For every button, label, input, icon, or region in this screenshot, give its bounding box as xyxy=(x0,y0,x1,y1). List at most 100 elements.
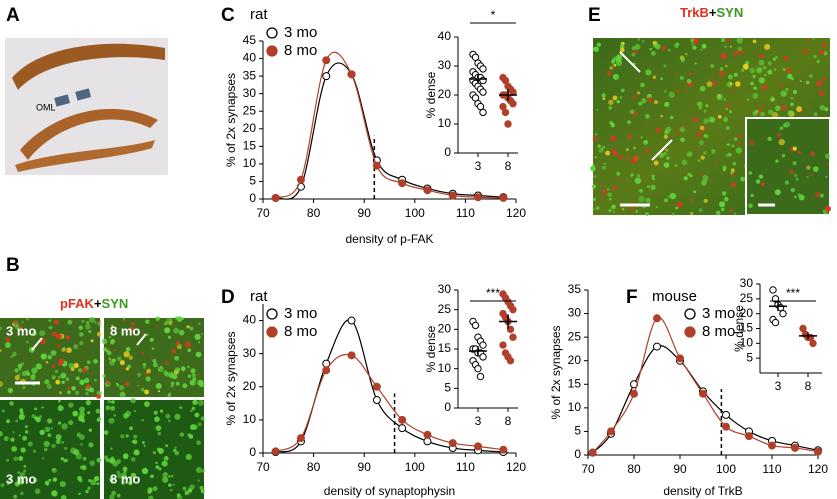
punctum xyxy=(698,208,703,212)
punctum xyxy=(635,210,638,213)
punctum xyxy=(729,82,733,85)
punctum xyxy=(61,380,65,384)
punctum xyxy=(669,192,677,200)
punctum xyxy=(703,150,707,155)
series-line xyxy=(275,62,504,200)
punctum xyxy=(748,171,753,175)
punctum xyxy=(89,460,96,467)
punctum xyxy=(608,209,612,212)
punctum xyxy=(86,321,90,325)
punctum xyxy=(192,376,197,382)
punctum xyxy=(68,402,74,408)
punctum xyxy=(50,427,53,430)
punctum xyxy=(594,133,598,136)
punctum xyxy=(5,458,10,463)
punctum xyxy=(96,482,100,486)
punctum xyxy=(81,319,85,323)
punctum xyxy=(772,57,776,61)
chart-title: rat xyxy=(250,6,268,23)
significance-label: * xyxy=(491,8,496,22)
punctum xyxy=(170,353,173,356)
punctum xyxy=(693,190,697,194)
punctum xyxy=(733,72,738,77)
punctum xyxy=(787,110,794,116)
punctum xyxy=(48,319,52,322)
punctum xyxy=(644,114,650,119)
punctum xyxy=(617,178,620,181)
punctum xyxy=(825,175,828,178)
punctum xyxy=(79,379,85,385)
legend-label: 3 mo xyxy=(284,24,317,41)
punctum xyxy=(726,37,730,42)
punctum xyxy=(735,81,741,87)
punctum xyxy=(58,421,62,425)
dot xyxy=(471,321,480,330)
dot xyxy=(479,76,487,85)
punctum xyxy=(619,47,625,53)
marker xyxy=(722,422,730,431)
punctum xyxy=(125,434,129,438)
punctum xyxy=(73,449,80,456)
punctum xyxy=(20,410,24,415)
punctum xyxy=(792,146,797,151)
punctum xyxy=(689,198,694,203)
punctum xyxy=(31,367,38,374)
punctum xyxy=(64,446,68,450)
punctum xyxy=(97,322,102,326)
punctum xyxy=(170,381,175,386)
punctum xyxy=(716,93,723,101)
x-tick-label: 90 xyxy=(673,462,687,476)
dot xyxy=(479,353,487,361)
punctum xyxy=(701,179,708,186)
punctum xyxy=(767,136,772,141)
punctum xyxy=(72,410,79,417)
punctum xyxy=(161,460,168,467)
marker xyxy=(347,316,356,325)
punctum xyxy=(784,121,791,128)
punctum xyxy=(636,174,641,178)
punctum xyxy=(179,432,185,437)
punctum xyxy=(655,127,661,133)
dot xyxy=(476,372,485,381)
punctum xyxy=(737,133,742,139)
punctum xyxy=(612,73,620,80)
x-tick-label: 3 xyxy=(475,159,482,173)
punctum xyxy=(191,406,196,411)
punctum xyxy=(152,486,158,492)
punctum xyxy=(758,77,765,84)
punctum xyxy=(644,212,650,217)
dot xyxy=(499,341,507,349)
punctum xyxy=(143,366,146,369)
punctum xyxy=(172,483,175,486)
punctum xyxy=(659,152,665,158)
punctum xyxy=(141,467,149,475)
punctum xyxy=(771,98,775,102)
punctum xyxy=(731,144,735,148)
x-tick-label: 110 xyxy=(456,460,475,474)
y-tick-label: 15 xyxy=(568,376,582,390)
punctum xyxy=(728,74,733,80)
marker xyxy=(423,186,432,195)
punctum xyxy=(155,316,160,322)
punctum xyxy=(727,104,731,109)
punctum xyxy=(758,53,765,60)
punctum xyxy=(590,165,596,172)
punctum xyxy=(121,480,126,485)
marker xyxy=(499,445,508,454)
punctum xyxy=(686,79,692,84)
punctum xyxy=(182,383,188,389)
punctum xyxy=(629,109,635,115)
punctum xyxy=(665,148,669,152)
punctum xyxy=(767,69,773,75)
punctum xyxy=(32,449,37,453)
punctum xyxy=(90,479,97,486)
punctum xyxy=(683,125,686,129)
punctum xyxy=(653,160,659,166)
punctum xyxy=(102,373,106,378)
punctum xyxy=(159,409,164,413)
punctum xyxy=(179,406,182,409)
y-axis-label: % dense xyxy=(424,71,438,118)
punctum xyxy=(122,466,128,472)
punctum xyxy=(780,105,787,111)
